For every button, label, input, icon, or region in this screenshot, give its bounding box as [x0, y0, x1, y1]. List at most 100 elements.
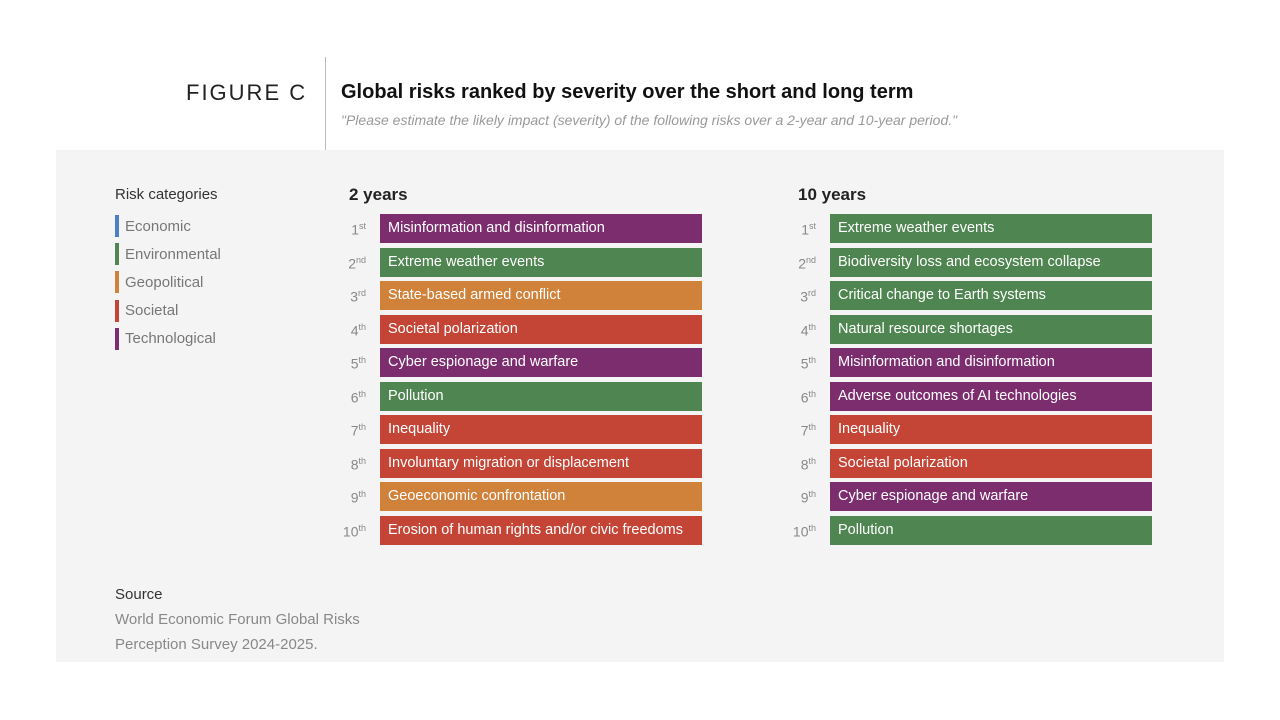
rank-label: 9th: [786, 489, 816, 506]
rank-suffix: th: [358, 489, 366, 499]
legend-swatch: [115, 327, 119, 350]
rank-number: 5: [350, 355, 359, 372]
rank-suffix: th: [808, 489, 816, 499]
chart-subtitle: "Please estimate the likely impact (seve…: [341, 112, 958, 128]
risk-bar: Extreme weather events: [830, 214, 1152, 243]
risk-bar: Inequality: [380, 415, 702, 444]
rank-label: 6th: [786, 389, 816, 406]
rank-suffix: th: [358, 522, 366, 533]
source-text-line2: Perception Survey 2024-2025.: [115, 636, 318, 653]
rank-label: 8th: [786, 456, 816, 473]
risk-bar: Geoeconomic confrontation: [380, 482, 702, 511]
rank-suffix: rd: [357, 288, 366, 298]
risk-bar: Natural resource shortages: [830, 314, 1152, 344]
legend-label: Technological: [125, 330, 216, 348]
legend-swatch: [115, 299, 119, 322]
legend-item: Economic: [115, 215, 191, 237]
rank-label: 1st: [336, 221, 366, 238]
rank-suffix: th: [358, 321, 366, 332]
legend-swatch: [115, 215, 119, 237]
rank-suffix: th: [358, 388, 366, 399]
rank-number: 10: [342, 523, 359, 540]
legend-label: Environmental: [125, 245, 221, 263]
risk-bar: Misinformation and disinformation: [830, 348, 1152, 377]
rank-label: 7th: [336, 422, 366, 439]
rank-label: 6th: [336, 389, 366, 406]
rank-suffix: th: [358, 355, 366, 365]
legend-label: Economic: [125, 217, 191, 235]
rank-number: 4: [350, 322, 359, 339]
source-title: Source: [115, 586, 163, 603]
rank-number: 3: [800, 288, 808, 305]
rank-number: 2: [348, 255, 356, 272]
rank-number: 1: [351, 221, 359, 238]
legend-label: Geopolitical: [125, 273, 204, 291]
rank-label: 8th: [336, 456, 366, 473]
rank-label: 3rd: [336, 288, 366, 305]
rank-suffix: th: [358, 455, 366, 466]
legend-swatch: [115, 243, 119, 266]
rank-label: 5th: [336, 355, 366, 372]
rank-number: 2: [798, 255, 806, 272]
rank-label: 1st: [786, 221, 816, 238]
risk-bar: Misinformation and disinformation: [380, 214, 702, 243]
legend-title: Risk categories: [115, 186, 218, 203]
rank-number: 6: [800, 389, 809, 406]
rank-suffix: nd: [805, 254, 816, 265]
rank-label: 2nd: [336, 255, 366, 272]
risk-bar: Extreme weather events: [380, 247, 702, 277]
figure-label: FIGURE C: [186, 80, 308, 105]
rank-suffix: st: [808, 221, 816, 231]
legend-item: Societal: [115, 299, 179, 322]
risk-bar: Cyber espionage and warfare: [380, 348, 702, 377]
column-header: 2 years: [349, 185, 408, 204]
rank-suffix: th: [808, 522, 816, 533]
rank-suffix: th: [808, 422, 816, 432]
risk-bar: Critical change to Earth systems: [830, 281, 1152, 310]
risk-bar: Societal polarization: [380, 314, 702, 344]
column-header: 10 years: [798, 185, 867, 204]
rank-number: 3: [350, 288, 358, 305]
risk-bar: Societal polarization: [830, 448, 1152, 478]
rank-number: 9: [350, 489, 359, 506]
rank-label: 10th: [336, 523, 366, 540]
rank-label: 3rd: [786, 288, 816, 305]
rank-number: 7: [350, 422, 359, 439]
rank-number: 7: [800, 422, 809, 439]
legend-swatch: [115, 271, 119, 294]
rank-suffix: rd: [807, 288, 816, 298]
rank-number: 5: [800, 355, 809, 372]
rank-label: 5th: [786, 355, 816, 372]
risk-bar: Erosion of human rights and/or civic fre…: [380, 515, 702, 545]
rank-suffix: th: [808, 321, 816, 332]
rank-label: 7th: [786, 422, 816, 439]
rank-suffix: th: [808, 455, 816, 466]
legend-item: Geopolitical: [115, 271, 204, 294]
chart-title: Global risks ranked by severity over the…: [341, 81, 914, 103]
legend-item: Environmental: [115, 243, 221, 266]
rank-suffix: st: [358, 221, 366, 231]
rank-suffix: th: [808, 355, 816, 365]
rank-number: 1: [801, 221, 809, 238]
risk-bar: Pollution: [830, 515, 1152, 545]
risk-bar: Pollution: [380, 381, 702, 411]
rank-label: 9th: [336, 489, 366, 506]
rank-number: 8: [800, 456, 809, 473]
rank-label: 4th: [786, 322, 816, 339]
rank-number: 9: [800, 489, 809, 506]
legend-label: Societal: [125, 302, 179, 320]
risk-bar: State-based armed conflict: [380, 281, 702, 310]
legend-item: Technological: [115, 327, 216, 350]
rank-suffix: th: [808, 388, 816, 399]
rank-number: 10: [792, 523, 809, 540]
source-text-line1: World Economic Forum Global Risks: [115, 611, 360, 628]
risk-bar: Involuntary migration or displacement: [380, 448, 702, 478]
risk-bar: Inequality: [830, 415, 1152, 444]
rank-label: 10th: [786, 523, 816, 540]
rank-label: 4th: [336, 322, 366, 339]
rank-suffix: th: [358, 422, 366, 432]
risk-bar: Cyber espionage and warfare: [830, 482, 1152, 511]
rank-label: 2nd: [786, 255, 816, 272]
divider: [325, 57, 326, 150]
rank-suffix: nd: [355, 254, 366, 265]
